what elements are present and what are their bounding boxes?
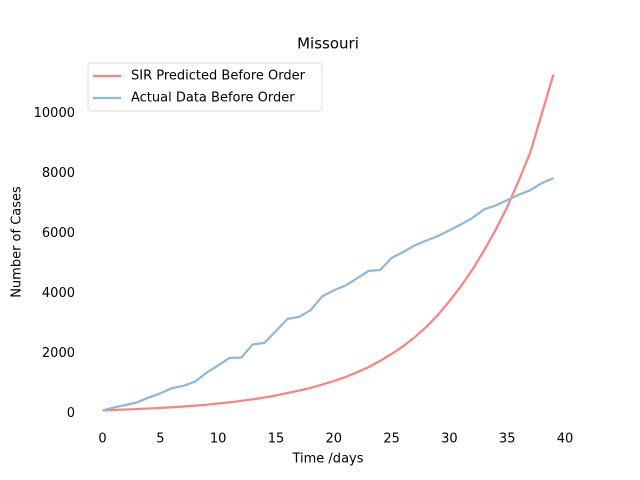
x-tick-label: 20: [326, 432, 343, 447]
data-line: [102, 177, 554, 412]
y-tick-label: 0: [67, 406, 75, 421]
x-tick-label: 40: [557, 432, 574, 447]
y-tick-label: 2000: [42, 346, 75, 361]
y-tick-label: 8000: [42, 166, 75, 181]
x-tick-label: 10: [210, 432, 227, 447]
y-tick-label: 4000: [42, 286, 75, 301]
x-axis-label: Time /days: [291, 452, 363, 467]
legend-label: SIR Predicted Before Order: [131, 69, 306, 84]
legend-box: [87, 62, 323, 112]
x-tick-label: 35: [499, 432, 516, 447]
x-tick-label: 30: [441, 432, 458, 447]
y-tick-label: 10000: [34, 106, 75, 121]
y-tick-label: 6000: [42, 226, 75, 241]
x-tick-label: 25: [383, 432, 400, 447]
y-axis-label: Number of Cases: [10, 186, 25, 298]
x-tick-label: 0: [98, 432, 106, 447]
data-line: [102, 74, 555, 412]
legend-label: Actual Data Before Order: [131, 91, 295, 106]
chart-title: Missouri: [297, 35, 359, 53]
x-tick-label: 15: [268, 432, 285, 447]
x-tick-label: 5: [156, 432, 164, 447]
